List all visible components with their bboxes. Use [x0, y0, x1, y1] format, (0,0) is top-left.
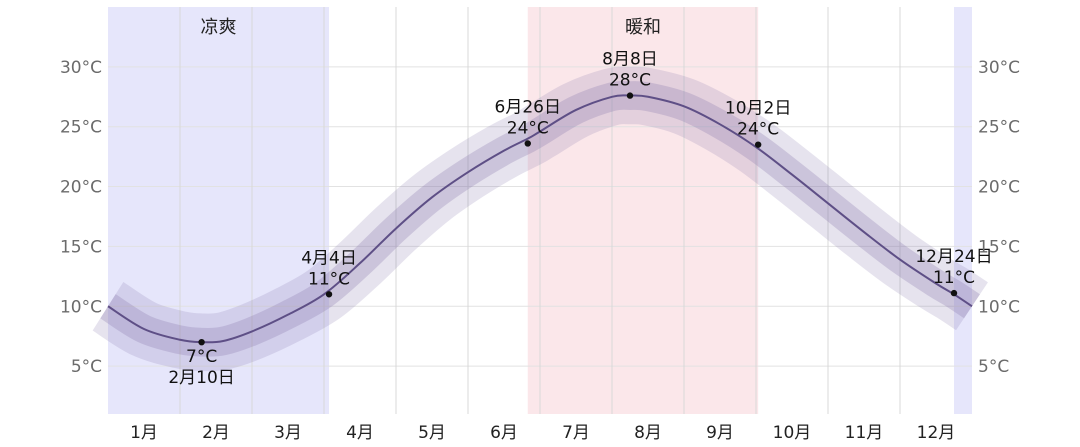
annotation-label-4-0: 10月2日: [725, 99, 791, 119]
month-label-6: 6月: [490, 423, 518, 443]
annotation-point-3: [626, 92, 634, 99]
y-tick-right-5: 30°C: [978, 58, 1020, 78]
annotation-point-4: [754, 141, 762, 148]
temperature-series: [92, 66, 988, 372]
annotation-label-3-0: 8月8日: [602, 50, 658, 70]
season-band-label-1: 暖和: [625, 17, 661, 38]
annotation-label-2-0: 6月26日: [495, 97, 561, 117]
axis-labels: 5°C 5°C 10°C 10°C 15°C 15°C 20°C 20°C 25°C 25°C 30…: [60, 58, 1020, 443]
y-tick-right-1: 10°C: [978, 297, 1020, 317]
season-band-label-0: 凉爽: [201, 17, 237, 38]
month-label-11: 11月: [845, 423, 884, 443]
month-label-7: 7月: [562, 423, 590, 443]
season-band-0: [108, 7, 330, 414]
gridlines: [108, 7, 972, 414]
month-label-1: 1月: [130, 423, 158, 443]
y-tick-right-4: 25°C: [978, 118, 1020, 138]
annotation-label-0-0: 7°C: [186, 347, 217, 367]
annotation-label-1-0: 4月4日: [301, 248, 357, 268]
y-tick-right-3: 20°C: [978, 178, 1020, 198]
annotation-label-5-0: 12月24日: [915, 247, 992, 267]
annotation-point-1: [325, 291, 333, 298]
y-tick-left-1: 10°C: [60, 297, 102, 317]
annotation-point-0: [198, 338, 205, 346]
y-tick-left-2: 15°C: [60, 237, 102, 257]
annotations: 7°C2月10日4月4日11°C6月26日24°C8月8日28°C10月2日24…: [168, 50, 992, 389]
annotation-label-4-1: 24°C: [737, 120, 779, 140]
y-tick-left-0: 5°C: [71, 357, 102, 377]
month-label-2: 2月: [202, 423, 230, 443]
y-tick-left-5: 30°C: [60, 58, 102, 78]
annotation-point-5: [950, 289, 958, 297]
annotation-point-2: [524, 140, 531, 147]
month-label-12: 12月: [917, 423, 956, 443]
month-label-8: 8月: [634, 423, 662, 443]
y-tick-left-4: 25°C: [60, 118, 102, 138]
month-label-10: 10月: [773, 423, 812, 443]
month-label-3: 3月: [274, 423, 302, 443]
annotation-label-3-1: 28°C: [609, 71, 651, 91]
season-band-2: [954, 7, 972, 414]
series-line-0: [107, 94, 973, 344]
month-label-9: 9月: [706, 423, 734, 443]
season-bands: 凉爽 暖和: [108, 7, 972, 414]
annotation-label-0-1: 2月10日: [168, 368, 234, 388]
y-tick-right-0: 5°C: [978, 357, 1009, 377]
y-tick-right-2: 15°C: [978, 237, 1020, 257]
annotation-label-1-1: 11°C: [308, 269, 350, 289]
annotation-label-5-1: 11°C: [933, 268, 975, 288]
month-label-4: 4月: [346, 423, 374, 443]
month-label-5: 5月: [418, 423, 446, 443]
y-tick-left-3: 20°C: [60, 178, 102, 198]
annotation-label-2-1: 24°C: [507, 118, 549, 138]
season-band-1: [527, 7, 759, 414]
